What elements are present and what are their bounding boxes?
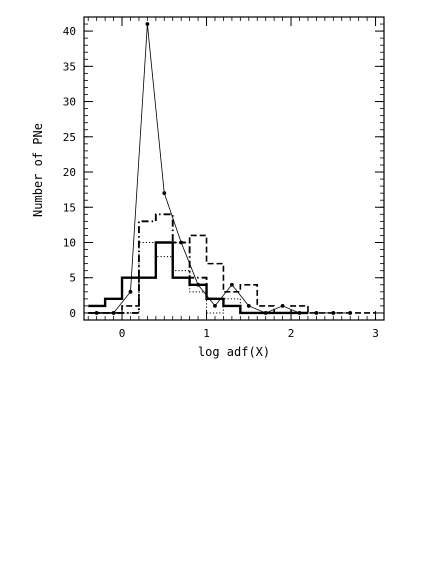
y-tick-label: 10 xyxy=(63,236,76,249)
y-tick-label: 25 xyxy=(63,131,76,144)
x-tick-label: 2 xyxy=(288,327,295,340)
major-ticks xyxy=(84,17,384,320)
y-tick-label: 5 xyxy=(69,272,76,285)
y-tick-labels: 0 5 10 15 20 25 30 35 40 xyxy=(63,25,76,320)
plot-frame xyxy=(83,16,385,321)
x-tick-labels: 0 1 2 3 xyxy=(119,327,379,340)
data-point xyxy=(314,311,319,315)
y-tick-label: 0 xyxy=(69,307,76,320)
x-tick-label: 3 xyxy=(372,327,379,340)
y-tick-label: 20 xyxy=(63,166,76,179)
x-tick-label: 1 xyxy=(203,327,210,340)
data-point xyxy=(280,304,285,308)
data-point xyxy=(229,282,234,287)
x-axis-label: log adf(X) xyxy=(198,345,270,359)
y-tick-label: 40 xyxy=(63,25,76,38)
series-layer xyxy=(88,22,376,315)
minor-ticks xyxy=(84,16,385,321)
histogram-series xyxy=(88,213,308,314)
y-tick-label: 15 xyxy=(63,201,76,214)
y-tick-label: 35 xyxy=(63,60,76,73)
data-point xyxy=(213,304,217,308)
data-point xyxy=(145,22,150,26)
histogram-series xyxy=(88,234,376,314)
y-tick-label: 30 xyxy=(63,96,76,109)
y-axis-label: Number of PNe xyxy=(31,123,45,217)
x-tick-label: 0 xyxy=(119,327,126,340)
data-point xyxy=(246,304,251,308)
data-point xyxy=(94,311,99,315)
histogram-series xyxy=(88,241,308,314)
data-point xyxy=(128,289,133,294)
data-point xyxy=(162,191,167,196)
